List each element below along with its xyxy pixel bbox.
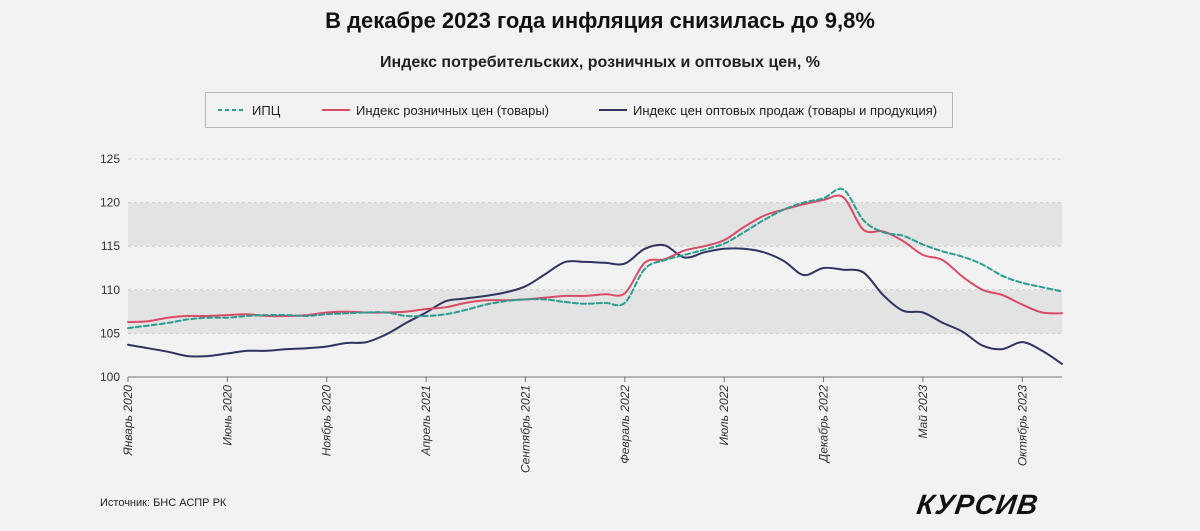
series-line-wholesale — [127, 243, 1063, 365]
x-tick-label: Июль 2022 — [717, 385, 731, 446]
x-tick-label: Май 2023 — [916, 385, 930, 439]
legend-item-retail: Индекс розничных цен (товары) — [322, 93, 549, 127]
x-tick-label: Ноябрь 2020 — [320, 385, 334, 457]
x-tick-label: Апрель 2021 — [419, 385, 433, 457]
legend-swatch-wholesale — [599, 109, 627, 111]
plot-band — [128, 246, 1062, 290]
plot-band — [128, 202, 1062, 247]
x-tick-label: Декабрь 2022 — [817, 385, 831, 465]
kursiv-logo: КУРСИВ — [914, 489, 1041, 520]
legend: ИПЦ Индекс розничных цен (товары) Индекс… — [205, 92, 953, 128]
legend-item-cpi: ИПЦ — [218, 93, 280, 127]
legend-swatch-cpi — [218, 109, 246, 111]
y-tick-label: 105 — [100, 326, 120, 340]
plot-band — [128, 333, 1062, 377]
series-lines — [127, 187, 1063, 365]
legend-swatch-retail — [322, 109, 350, 111]
x-axis: Январь 2020 Июнь 2020 Ноябрь 2020 Апрель 20… — [121, 376, 1062, 473]
y-tick-label: 120 — [100, 196, 120, 210]
y-tick-label: 110 — [101, 283, 120, 297]
x-tick-label: Сентябрь 2021 — [518, 385, 532, 473]
legend-label-retail: Индекс розничных цен (товары) — [356, 102, 549, 118]
y-tick-label: 125 — [100, 152, 120, 166]
y-axis: 100 105 110 115 120 125 — [100, 152, 120, 384]
x-tick-label: Февраль 2022 — [618, 385, 632, 464]
chart-title: В декабре 2023 года инфляция снизилась д… — [325, 8, 875, 33]
x-tick-label: Январь 2020 — [121, 385, 135, 457]
plot-bands — [128, 159, 1062, 377]
legend-item-wholesale: Индекс цен оптовых продаж (товары и прод… — [599, 93, 937, 127]
source-note: Источник: БНС АСПР РК — [100, 497, 227, 509]
plot-band — [128, 159, 1062, 203]
y-tick-label: 100 — [100, 370, 120, 384]
series-line-cpi — [127, 187, 1063, 330]
x-tick-label: Октябрь 2023 — [1015, 385, 1029, 466]
chart-subtitle: Индекс потребительских, розничных и опто… — [380, 54, 820, 71]
legend-label-wholesale: Индекс цен оптовых продаж (товары и прод… — [633, 102, 938, 118]
legend-label-cpi: ИПЦ — [252, 102, 281, 118]
series-line-retail — [127, 194, 1063, 324]
x-tick-label: Июнь 2020 — [220, 385, 234, 446]
y-tick-label: 115 — [101, 239, 120, 253]
